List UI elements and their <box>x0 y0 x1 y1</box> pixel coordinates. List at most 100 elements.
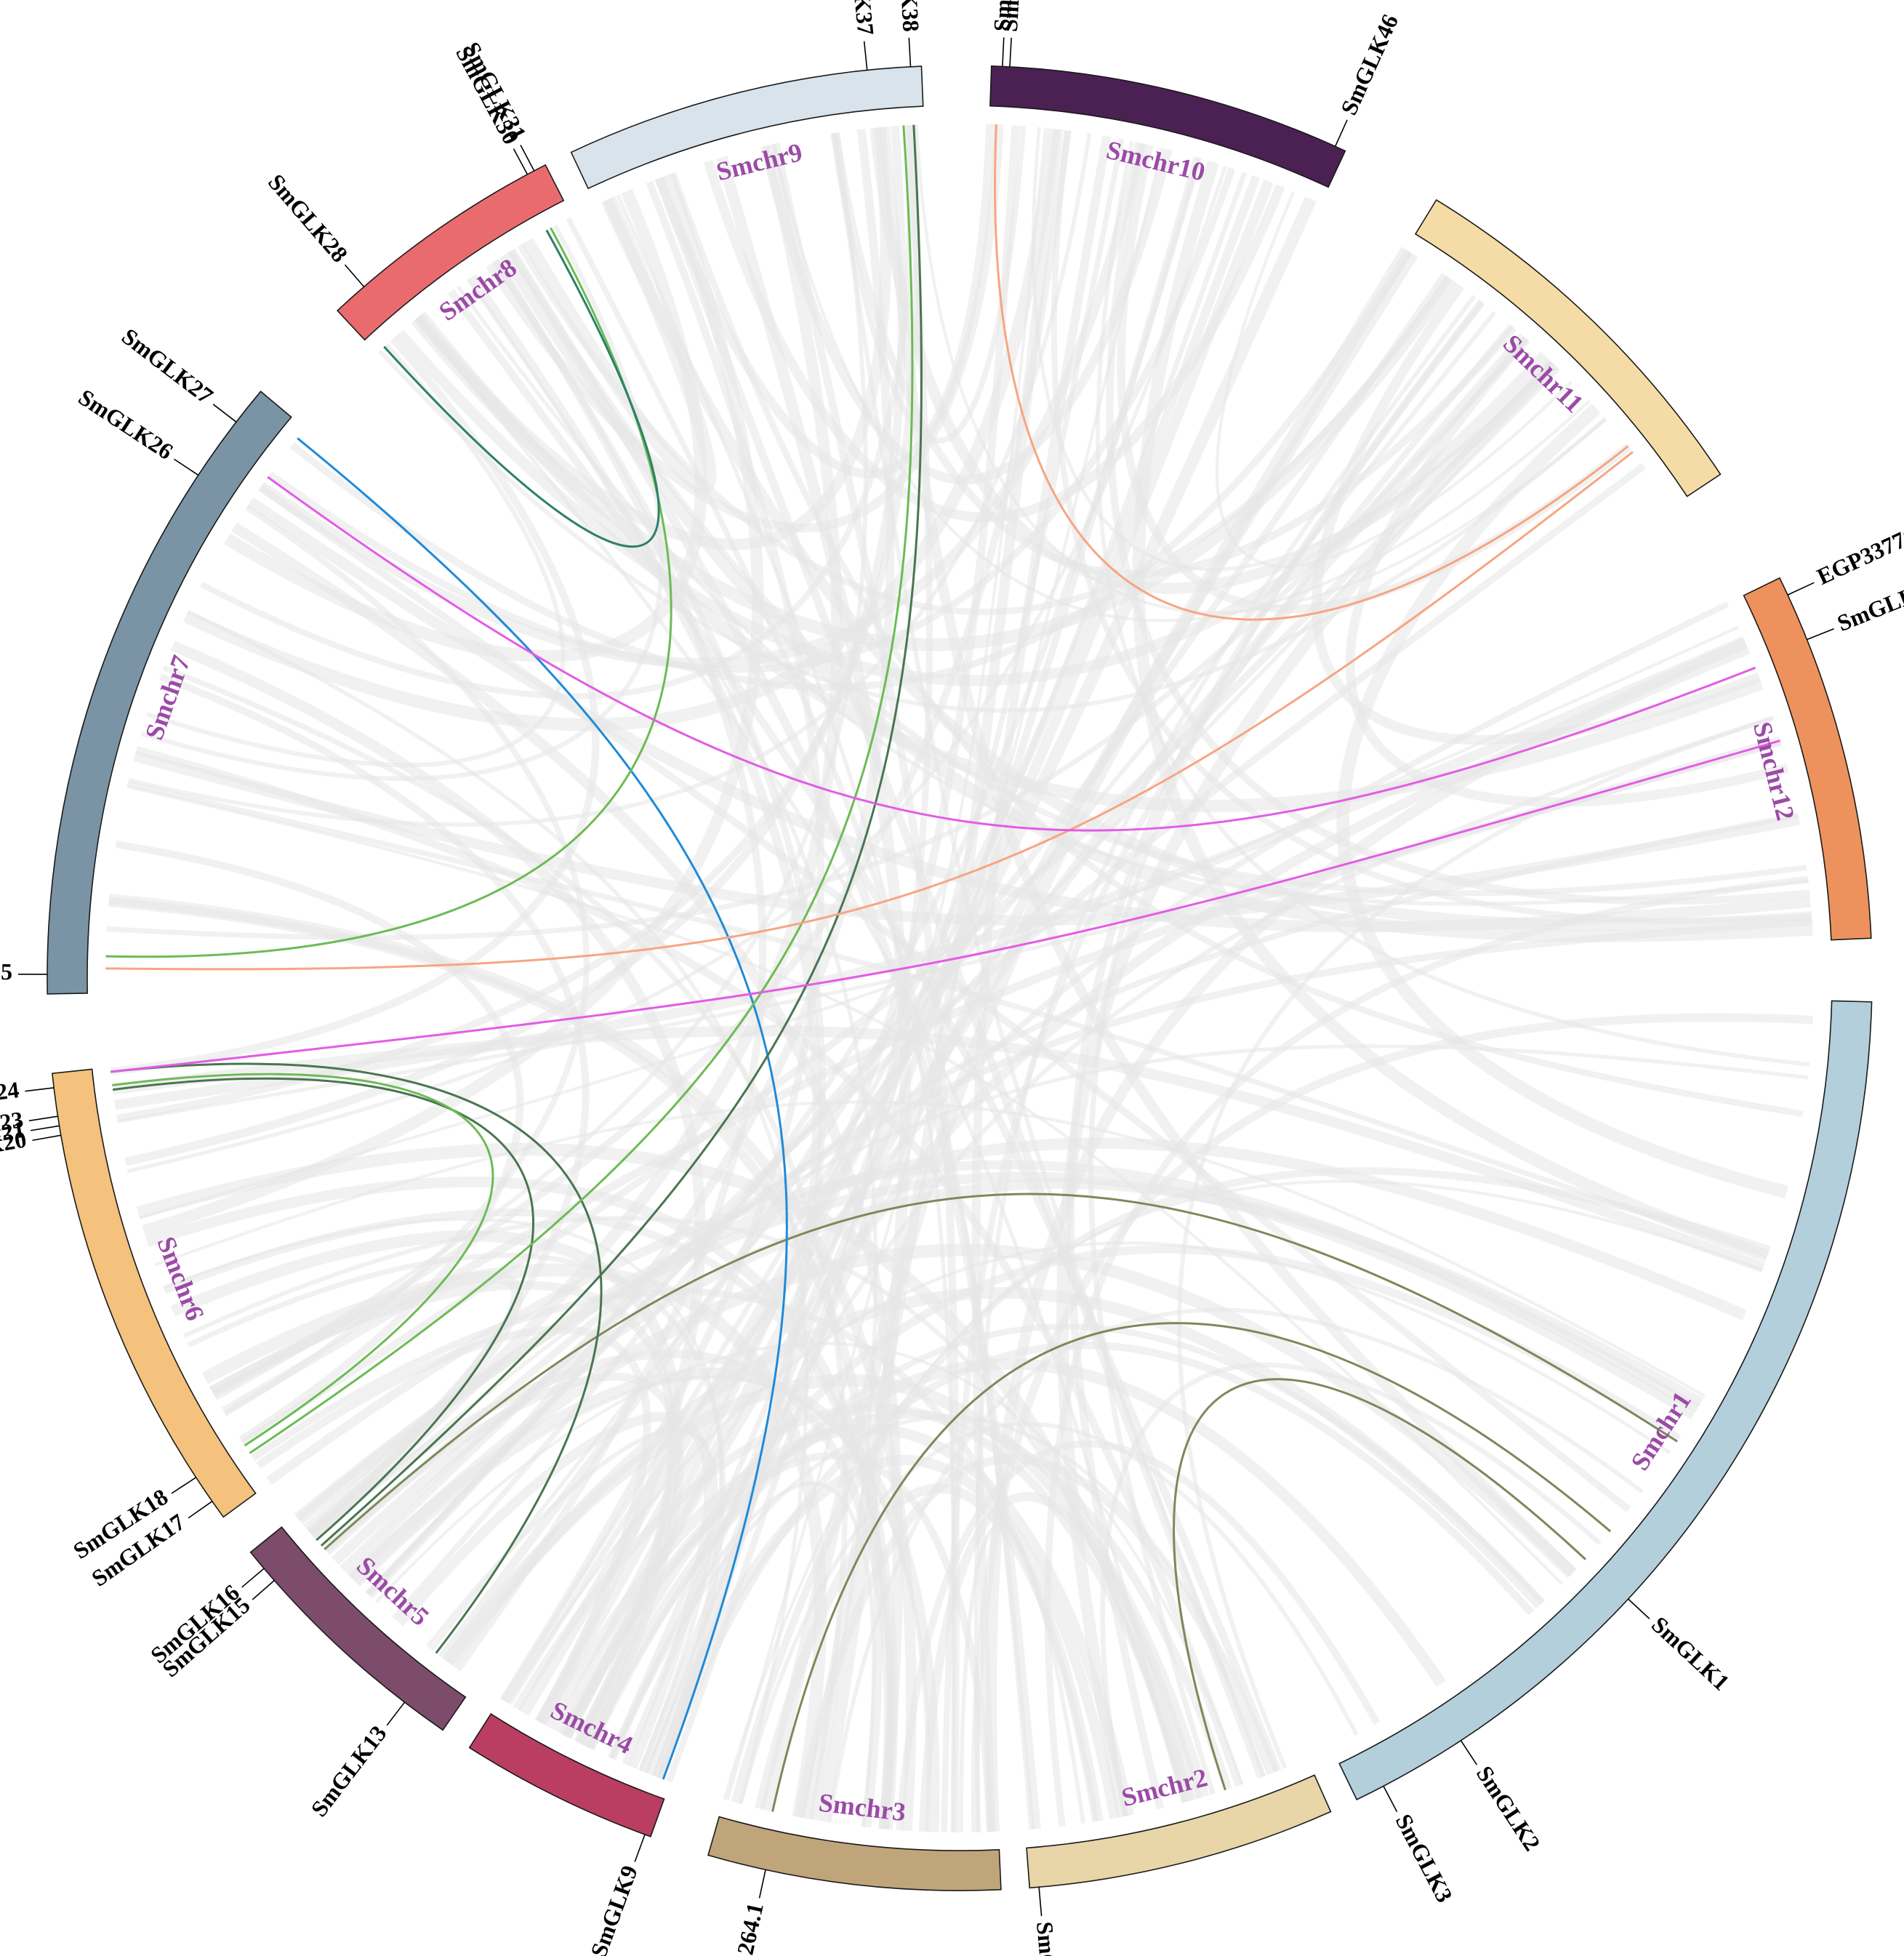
background-link <box>289 249 1412 692</box>
background-link <box>142 172 764 1238</box>
gene-leader-line <box>1807 628 1834 641</box>
background-link <box>115 841 524 1443</box>
gene-leader-line <box>1787 582 1815 596</box>
background-link <box>112 1025 1765 1273</box>
highlighted-link <box>267 476 1756 832</box>
gene-label: SmGLK28 <box>263 169 353 267</box>
chromosome-label-smchr7: Smchr7 <box>140 652 196 743</box>
gene-label: SmGLK38 <box>893 0 925 33</box>
background-link <box>247 497 1811 933</box>
chromosome-label-smchr2: Smchr2 <box>1119 1763 1210 1812</box>
background-link <box>366 310 1497 1595</box>
highlighted-link <box>297 437 788 1780</box>
gene-leader-line <box>212 404 237 422</box>
background-link <box>1132 160 1770 1262</box>
gene-leader-line <box>1009 37 1012 67</box>
gene-leader-line <box>1038 1887 1043 1917</box>
gene-label: SmGLK46 <box>1335 10 1404 119</box>
background-link <box>213 129 1072 1400</box>
background-link <box>726 148 1164 1801</box>
gene-leader-line <box>252 1579 275 1600</box>
gene-label: SmGLK13 <box>305 1720 391 1821</box>
gene-label: SmGLK1 <box>1647 1611 1735 1696</box>
background-synteny-links <box>106 124 1813 1833</box>
gene-leader-line <box>386 1702 406 1726</box>
gene-leader-line <box>25 1087 55 1092</box>
background-link <box>426 1427 718 1772</box>
gene-leader-line <box>173 458 199 476</box>
background-link <box>295 1137 1747 1525</box>
highlighted-link <box>112 1077 535 1542</box>
background-link <box>896 1440 1381 1831</box>
chromosome-band-smchr1 <box>1338 1000 1873 1800</box>
background-link <box>258 142 1146 668</box>
background-link <box>162 665 848 1820</box>
background-link <box>1216 191 1573 568</box>
background-link <box>430 367 1561 1651</box>
chromosome-band-smchr8 <box>336 164 565 341</box>
background-link <box>505 1241 1671 1704</box>
highlighted-link <box>110 739 1781 1073</box>
gene-label: SmGLK40 <box>989 0 1020 32</box>
background-link <box>163 1209 895 1829</box>
chromosome-band-smchr9 <box>570 65 924 190</box>
highlighted-gene-pair-links <box>105 124 1781 1812</box>
gene-leader-line <box>513 148 529 175</box>
chromosome-band-smchr10 <box>989 65 1346 188</box>
background-link <box>187 609 808 1805</box>
chromosome-ideograms <box>47 65 1873 1891</box>
background-link <box>124 125 907 1166</box>
highlighted-link <box>771 1322 1612 1812</box>
background-link <box>973 294 1477 1832</box>
background-link <box>755 1483 1104 1822</box>
background-link <box>1100 1362 1602 1817</box>
gene-leader-line <box>171 1477 197 1494</box>
gene-leader-line <box>241 1568 265 1588</box>
gene-leader-line <box>1002 37 1005 67</box>
gene-label: SmGLK37 <box>843 0 880 36</box>
highlighted-link <box>105 451 1634 971</box>
chromosome-label-smchr4: Smchr4 <box>546 1695 637 1760</box>
gene-label: SmGLK54 <box>1833 572 1904 636</box>
chromosome-band-smchr11 <box>1414 199 1722 497</box>
highlighted-link <box>249 125 914 1454</box>
gene-label: SmGLK41 <box>996 0 1028 33</box>
gene-label: SmGLK2 <box>1471 1761 1546 1856</box>
gene-leader-line <box>1383 1785 1398 1813</box>
background-link <box>268 167 1236 673</box>
gene-leader-line <box>1334 119 1348 147</box>
gene-label: SmGLK7 <box>1032 1920 1066 1956</box>
gene-leader-line <box>28 1115 58 1122</box>
background-link <box>154 1100 1706 1398</box>
gene-leader-line <box>188 1501 213 1519</box>
gene-leader-line <box>908 37 912 67</box>
background-link <box>139 625 1740 1219</box>
highlighted-link <box>324 1193 1678 1550</box>
gene-label: EGP11264.1 <box>717 1901 768 1956</box>
background-link <box>170 641 706 1725</box>
background-link <box>158 673 590 1536</box>
background-link <box>559 1410 1232 1791</box>
background-link <box>454 258 767 1672</box>
background-link <box>325 918 1812 1555</box>
background-link <box>506 601 1730 1706</box>
background-link <box>108 897 883 1828</box>
background-link <box>879 126 1577 1577</box>
highlighted-link <box>320 124 923 1547</box>
background-link <box>655 124 995 478</box>
background-link <box>616 194 957 1833</box>
background-link <box>392 157 1202 1621</box>
gene-leader-line <box>30 1125 60 1131</box>
chromosome-band-smchr5 <box>249 1526 467 1731</box>
gene-leader-line <box>520 145 535 172</box>
background-link <box>313 1044 1809 1540</box>
gene-leader-line <box>1460 1740 1478 1765</box>
background-link <box>126 781 1769 1259</box>
gene-label: SmGLK26 <box>74 384 178 465</box>
background-link <box>366 129 895 1599</box>
background-link <box>117 742 1782 1123</box>
highlighted-link <box>994 124 1629 621</box>
gene-leader-line <box>863 41 868 71</box>
background-link <box>918 1492 1202 1832</box>
gene-leader-line <box>1628 1598 1650 1619</box>
